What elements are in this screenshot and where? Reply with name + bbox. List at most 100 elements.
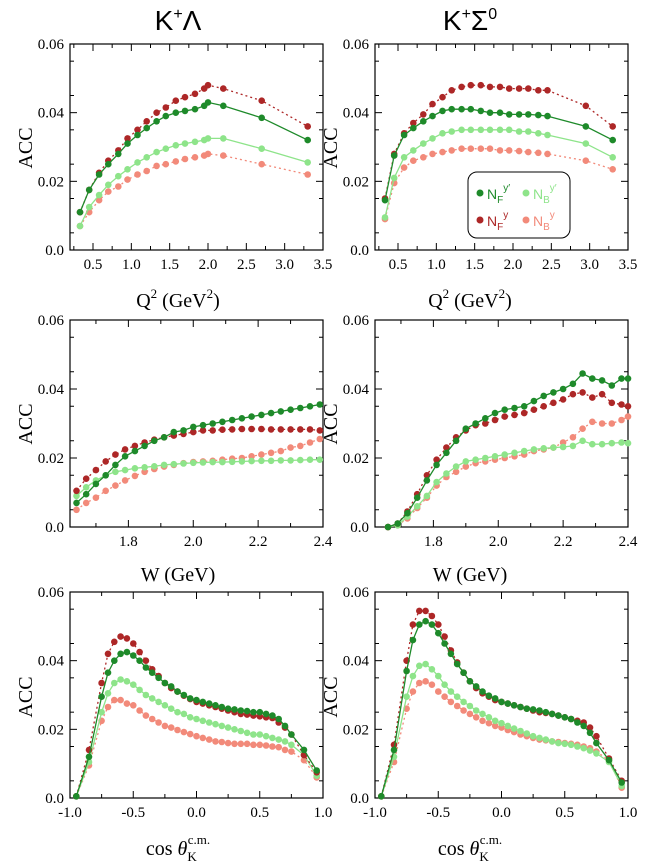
point-NBy [123,700,131,707]
point-NFyp [447,650,455,658]
legend-item-nf-y: NFy [476,210,508,233]
point-NByp [256,731,264,738]
point-NFyp [381,196,389,204]
point-NBy [485,719,493,727]
point-NFyp [540,392,547,400]
point-NByp [555,739,562,747]
point-NByp [287,457,294,464]
point-NFy [112,451,119,458]
point-NFy [429,100,436,108]
point-NFyp [151,437,158,445]
point-NFyp [608,382,616,389]
title-right: K+Σ0 [443,5,497,36]
xlabel-q2-lambda: Q2 (GeV2) [136,286,220,312]
point-NBy [269,743,276,750]
point-NFyp [384,523,392,531]
point-NFyp [496,109,504,116]
legend-box [467,171,571,239]
x-tick-label: -0.5 [426,805,450,821]
point-NFy [586,724,594,731]
point-NByp [170,460,178,468]
point-NByp [420,140,427,147]
point-NFyp [167,683,175,690]
plot-frame [69,319,324,528]
point-NBy [304,171,312,178]
plot-frame [374,319,629,528]
panel-q2-sigma: 0.0 0.02 0.04 0.06 0.5 1.0 1.5 2.0 2.5 3.0 3.5 [343,37,638,273]
point-NFyp [85,753,93,761]
x-tick-label: 3.0 [580,257,599,273]
point-NFyp [237,707,245,714]
point-NFyp [136,657,143,664]
point-NByp [525,128,532,135]
point-NFyp [102,472,109,479]
point-NFyp [453,660,461,668]
point-NByp [304,159,312,166]
point-NByp [186,714,194,721]
point-NFyp [281,722,289,730]
point-NByp [429,135,436,142]
point-NFyp [304,136,312,144]
point-NFyp [482,415,489,422]
point-NByp [448,128,456,135]
point-NFy [204,81,212,89]
point-NFyp [567,715,575,723]
point-NFyp [390,746,398,754]
point-NFyp [220,102,227,110]
point-NFy [220,85,227,92]
point-NFyp [218,703,226,711]
point-NFy [124,135,131,142]
point-NBy [237,740,245,748]
point-NByp [447,688,455,695]
point-NFyp [256,708,264,716]
point-NFyp [477,107,485,115]
point-NFyp [73,793,80,800]
point-NBy [447,698,455,706]
x-tick-label: 2.0 [199,257,218,273]
point-NByp [520,447,528,455]
point-NFyp [624,375,632,382]
series-line-NFyp [380,620,623,797]
point-NBy [589,418,596,426]
point-NFy [277,426,285,433]
point-NBy [472,714,480,721]
point-NFyp [423,477,431,484]
point-NFyp [413,494,421,502]
point-NBy [131,472,139,480]
point-NByp [243,729,251,737]
point-NFyp [511,404,518,412]
point-NFyp [390,152,398,159]
point-NFyp [134,131,141,139]
point-NBy [306,439,314,446]
point-NFy [477,81,485,89]
point-NBy [609,166,616,173]
point-NFyp [420,118,427,125]
xlabel-w-lambda: W (GeV) [141,564,216,586]
y-tick-label: 0.06 [38,585,65,601]
point-NFy [306,426,314,433]
point-NFyp [174,688,181,695]
point-NByp [422,660,429,668]
x-tick-label: 1.0 [122,257,141,273]
point-NByp [174,708,181,716]
point-NBy [224,739,232,747]
point-NBy [220,152,227,159]
point-NFyp [479,688,486,695]
point-NBy [420,154,427,161]
point-NByp [224,724,232,731]
point-NFyp [462,425,470,433]
legend-item-nb-yprime: NBy′ [522,183,557,206]
panel-cos-lambda: 0.0 0.02 0.04 0.06 -1.0 -0.5 0.0 0.5 1.0 [38,585,333,821]
point-NByp [472,707,480,714]
plot-frame [69,43,324,251]
point-NByp [143,154,150,161]
point-NFyp [593,739,600,747]
point-NFy [501,413,509,420]
point-NBy [422,678,429,685]
point-NFy [102,458,109,465]
point-NFyp [394,520,402,527]
point-NFyp [92,480,100,488]
y-tick-label: 0.0 [350,791,369,807]
point-NByp [477,126,485,134]
point-NFyp [231,706,238,713]
